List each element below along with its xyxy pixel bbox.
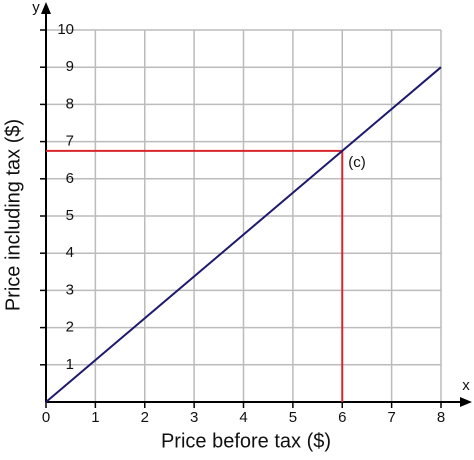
y-tick-label: 8	[66, 95, 74, 112]
y-axis-name: y	[32, 0, 40, 16]
x-tick-label: 3	[190, 409, 198, 426]
y-tick-label: 9	[66, 58, 74, 75]
x-tick-label: 7	[387, 409, 395, 426]
y-arrow	[41, 2, 51, 14]
y-tick-label: 2	[66, 319, 74, 336]
y-axis-title: Price including tax ($)	[2, 119, 24, 311]
x-tick-label: 6	[338, 409, 346, 426]
y-tick-label: 6	[66, 170, 74, 187]
x-tick-label: 8	[437, 409, 445, 426]
x-tick-label: 5	[289, 409, 297, 426]
y-tick-label: 10	[57, 21, 74, 38]
x-arrow	[460, 397, 472, 407]
x-tick-label: 2	[141, 409, 149, 426]
y-tick-label: 1	[66, 356, 74, 373]
x-axis-title: Price before tax ($)	[161, 430, 331, 452]
y-tick-label: 7	[66, 133, 74, 150]
annotation-label: (c)	[348, 154, 366, 171]
y-tick-label: 4	[66, 244, 74, 261]
y-tick-label: 3	[66, 281, 74, 298]
x-tick-label: 0	[42, 409, 50, 426]
x-tick-label: 4	[239, 409, 247, 426]
data-line	[45, 66, 442, 403]
y-tick-label: 5	[66, 207, 74, 224]
x-tick-label: 1	[91, 409, 99, 426]
x-axis-name: x	[462, 377, 470, 394]
